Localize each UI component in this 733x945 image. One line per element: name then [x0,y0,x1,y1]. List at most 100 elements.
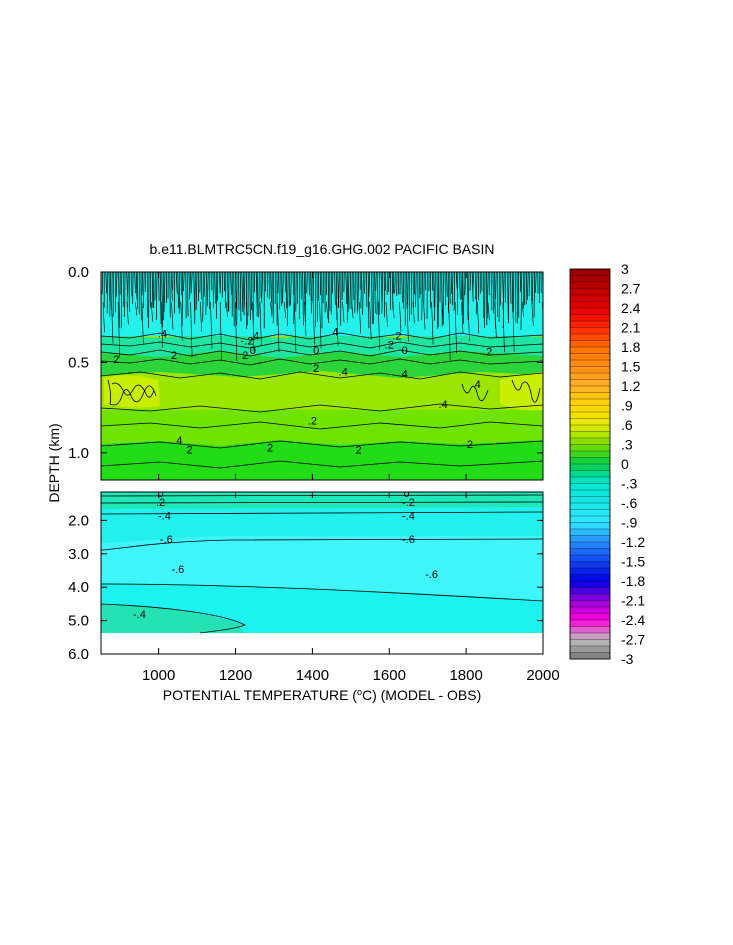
noise-stroke [527,272,529,300]
noise-stroke [180,272,182,296]
noise-stroke [235,272,237,309]
noise-stroke [508,272,510,321]
colorbar-swatch [569,405,611,413]
contour-label: .4 [173,435,182,447]
colorbar-swatch [569,385,611,393]
noise-wiggle [225,301,228,317]
noise-stroke [190,272,193,294]
noise-wiggle [235,301,238,361]
contour-label: -.6 [425,569,438,581]
colorbar-swatch [569,554,611,562]
noise-stroke [453,272,455,311]
colorbar-label: -3 [621,651,634,667]
colorbar-swatch [569,496,611,504]
noise-stroke [434,272,436,321]
noise-stroke [345,272,348,304]
noise-stroke [284,272,286,293]
lower-frame [100,491,544,655]
noise-stroke [354,272,356,313]
noise-wiggle [477,301,480,334]
colorbar-swatch [569,320,611,328]
colorbar-label: 0 [621,456,629,472]
upper-contour-line-3 [101,349,543,357]
noise-stroke [516,272,518,324]
noise-stroke [531,272,534,304]
x-tick-label: 2000 [526,667,559,684]
colorbar-label: 2.1 [621,320,641,336]
colorbar-label: .6 [621,417,633,433]
noise-wiggle [135,301,138,316]
noise-stroke [169,272,171,318]
noise-stroke [163,272,166,313]
upper-contour-loop-left-1 [107,379,157,406]
colorbar-label: -1.5 [621,554,645,570]
noise-stroke [177,272,179,309]
colorbar-label: 1.8 [621,339,641,355]
colorbar-label: -.6 [621,495,638,511]
noise-stroke [384,272,387,291]
colorbar-swatch [569,353,611,361]
noise-stroke [135,272,138,300]
noise-stroke [362,272,364,315]
noise-stroke [380,272,383,303]
colorbar-swatch [569,366,611,374]
x-tick-label: 1400 [296,667,329,684]
contour-label: 2 [113,354,119,366]
colorbar-swatch [569,502,611,510]
colorbar-swatch [569,437,611,445]
upper-contour-loop-right-2 [511,379,541,403]
noise-wiggle [461,301,464,334]
noise-stroke [535,272,537,293]
y-tick-label: 5.0 [68,613,89,630]
noise-stroke [207,272,209,307]
noise-wiggle [531,301,534,326]
noise-stroke [296,272,299,304]
noise-wiggle [319,301,322,349]
noise-stroke [302,272,304,326]
xlabel-rest: C) (MODEL - OBS) [362,687,481,703]
noise-stroke [437,272,439,328]
colorbar-swatch [569,619,611,627]
noise-stroke [372,272,374,324]
noise-stroke [211,272,213,291]
noise-wiggle [512,301,515,352]
upper-panel: 2.42.42-.2.402 024.4.22.2.2 04.42 224 0.00.… [68,264,544,481]
noise-stroke [406,272,408,305]
noise-stroke [230,272,232,295]
noise-stroke [349,272,351,309]
noise-stroke [241,272,244,312]
noise-stroke [171,272,173,301]
colorbar-label: -1.8 [621,573,645,589]
noise-stroke [249,272,251,321]
x-tick-label: 1600 [373,667,406,684]
noise-wiggle [385,301,388,327]
colorbar-swatch [569,600,611,608]
noise-stroke [181,272,183,326]
noise-stroke [212,272,214,309]
y-tick-label: 1.0 [68,445,89,462]
upper-contour-line-6 [101,403,543,413]
noise-stroke [126,272,128,297]
colorbar-swatch [569,626,611,634]
noise-stroke [155,272,158,320]
noise-stroke [491,272,493,311]
lower-contour-line-neg04-loop [101,603,246,634]
colorbar-swatch [569,528,611,536]
colorbar-label: 1.5 [621,359,641,375]
colorbar-swatch [569,509,611,517]
noise-stroke [446,272,448,297]
noise-stroke [290,272,292,306]
noise-wiggle [377,301,380,351]
colorbar-label: .3 [621,437,633,453]
noise-wiggle [141,301,144,344]
colorbar: 3 2.7 2.4 2.1 1.8 1.5 1.2 .9 .6 .3 0 -.3 -.6 -.9 -1.2 -… [569,261,645,667]
noise-stroke [141,272,143,296]
noise-stroke [519,272,522,292]
colorbar-swatch [569,489,611,497]
noise-stroke [256,272,259,317]
contour-label: 4 [475,379,481,391]
y-tick-label: 4.0 [68,579,89,596]
noise-stroke [492,272,494,314]
noise-stroke [261,272,263,303]
contour-label: .2 [156,497,165,509]
